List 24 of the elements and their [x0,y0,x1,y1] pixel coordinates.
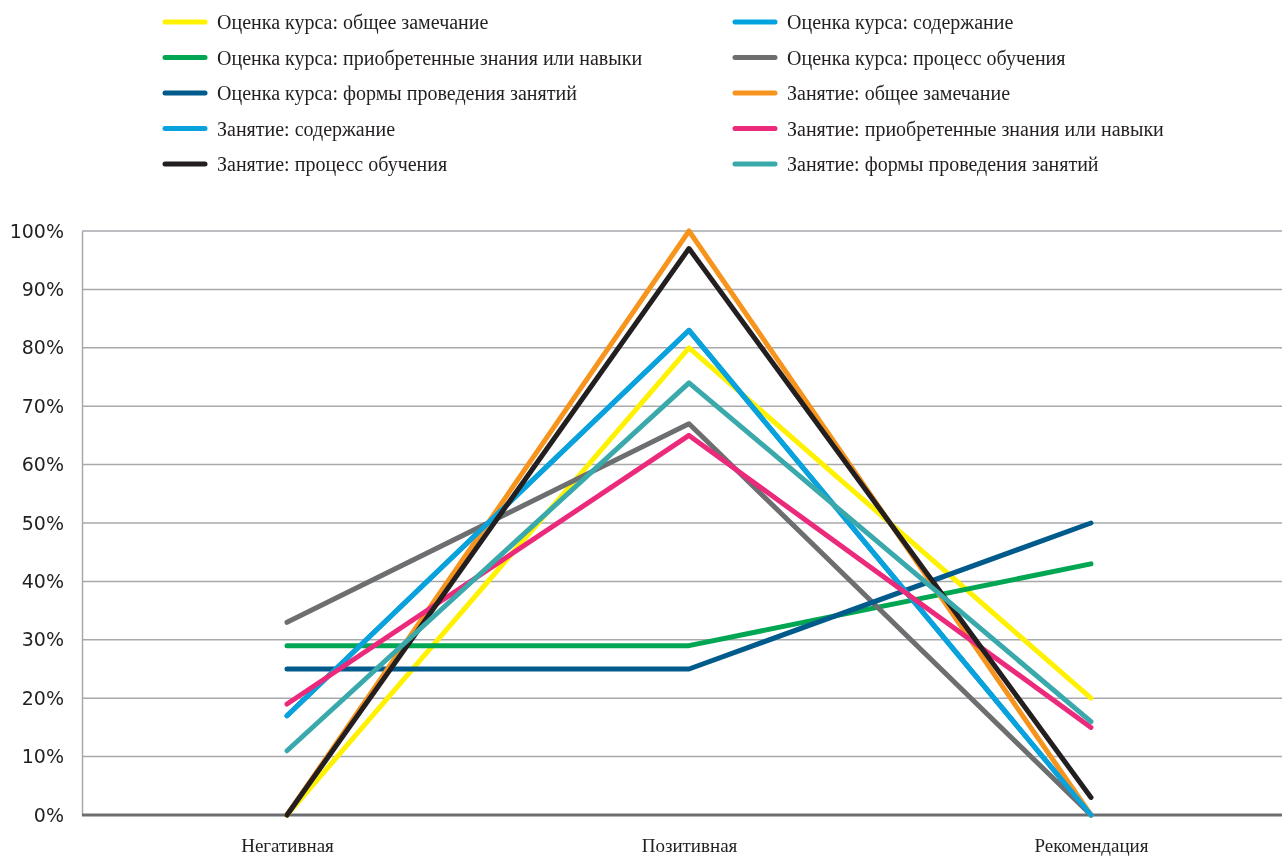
legend-label: Занятие: процесс обучения [217,153,448,176]
legend-label: Оценка курса: приобретенные знания или навыки [217,46,643,70]
legend-label: Оценка курса: общее замечание [217,11,489,34]
legend-label: Оценка курса: процесс обучения [787,46,1066,70]
y-tick-label: 60% [21,453,64,476]
x-tick-label: Негативная [241,835,335,857]
y-tick-label: 40% [21,569,64,592]
legend-label: Занятие: приобретенные знания или навыки [787,117,1165,141]
y-tick-label: 50% [21,511,64,534]
y-tick-label: 90% [21,277,64,300]
x-tick-label: Рекомендация [1034,835,1149,857]
legend-label: Занятие: содержание [217,117,396,141]
y-tick-label: 80% [21,336,64,359]
x-tick-label: Позитивная [641,835,738,857]
legend-label: Оценка курса: формы проведения занятий [217,82,578,105]
y-tick-label: 70% [21,394,64,417]
legend-label: Занятие: общее замечание [787,82,1011,105]
legend-label: Оценка курса: содержание [787,11,1014,34]
y-tick-label: 30% [21,628,64,651]
legend-label: Занятие: формы проведения занятий [787,153,1099,176]
y-tick-label: 10% [21,745,64,768]
y-tick-label: 100% [9,219,64,242]
y-tick-label: 20% [21,686,64,709]
y-tick-label: 0% [33,803,64,826]
